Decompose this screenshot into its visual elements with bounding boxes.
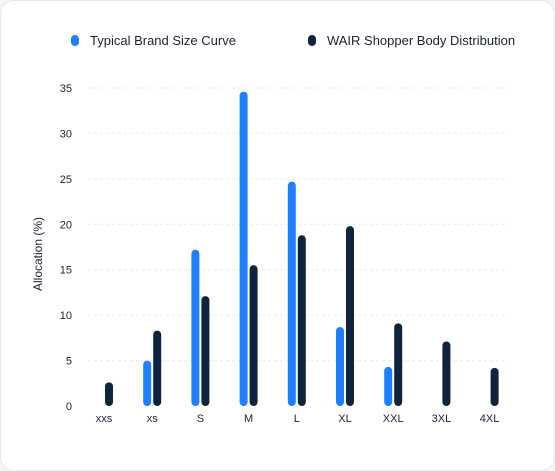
y-tick-label: 15 bbox=[60, 265, 72, 277]
chart-legend: Typical Brand Size Curve WAIR Shopper Bo… bbox=[71, 33, 515, 48]
x-tick-label: 4XL bbox=[480, 413, 500, 425]
legend-label-shopper-distribution: WAIR Shopper Body Distribution bbox=[326, 33, 516, 48]
bar-shopper-distribution-4xl bbox=[490, 367, 499, 406]
y-tick-label: 10 bbox=[60, 310, 72, 322]
x-tick-label: L bbox=[294, 413, 300, 425]
bar-brand-curve-m bbox=[239, 91, 248, 407]
y-axis-ticks: 0 5 10 15 20 25 30 35 bbox=[60, 83, 72, 413]
x-tick-label: xs bbox=[147, 413, 159, 425]
y-axis-title: Allocation (%) bbox=[31, 217, 45, 291]
x-tick-label: M bbox=[244, 413, 253, 425]
bar-brand-curve-xs bbox=[143, 360, 152, 406]
bar-shopper-distribution-xs bbox=[153, 330, 162, 406]
bar-brand-curve-xxl bbox=[384, 366, 393, 406]
x-tick-label: XL bbox=[338, 413, 351, 425]
legend-swatch-shopper-distribution bbox=[307, 35, 316, 46]
bar-brand-curve-s bbox=[191, 249, 200, 406]
bar-shopper-distribution-xxl bbox=[394, 323, 403, 406]
x-tick-label: 3XL bbox=[432, 413, 452, 425]
x-tick-label: xxs bbox=[96, 413, 113, 425]
chart-bars bbox=[105, 91, 499, 407]
y-tick-label: 35 bbox=[60, 83, 72, 95]
y-tick-label: 0 bbox=[66, 401, 72, 413]
bar-shopper-distribution-s bbox=[201, 296, 210, 406]
chart-grid bbox=[88, 87, 506, 362]
legend-swatch-brand-curve bbox=[71, 35, 79, 46]
x-tick-label: XXL bbox=[383, 413, 404, 425]
legend-label-brand-curve: Typical Brand Size Curve bbox=[90, 33, 236, 48]
bar-brand-curve-xl bbox=[336, 326, 344, 406]
bar-shopper-distribution-xxs bbox=[105, 382, 113, 406]
bar-shopper-distribution-l bbox=[297, 235, 306, 406]
y-tick-label: 5 bbox=[66, 356, 72, 368]
bar-shopper-distribution-3xl bbox=[442, 341, 451, 406]
legend-item-brand-curve: Typical Brand Size Curve bbox=[71, 33, 236, 48]
bar-shopper-distribution-m bbox=[249, 265, 258, 406]
y-tick-label: 20 bbox=[60, 219, 72, 231]
y-tick-label: 25 bbox=[60, 174, 72, 186]
x-tick-label: S bbox=[197, 413, 204, 425]
bar-shopper-distribution-xl bbox=[346, 226, 354, 406]
legend-item-shopper-distribution: WAIR Shopper Body Distribution bbox=[307, 33, 516, 48]
y-tick-label: 30 bbox=[60, 128, 72, 140]
bar-brand-curve-l bbox=[287, 181, 296, 406]
x-axis-ticks: xxs xs S M L XL XXL 3XL 4XL bbox=[96, 413, 500, 425]
